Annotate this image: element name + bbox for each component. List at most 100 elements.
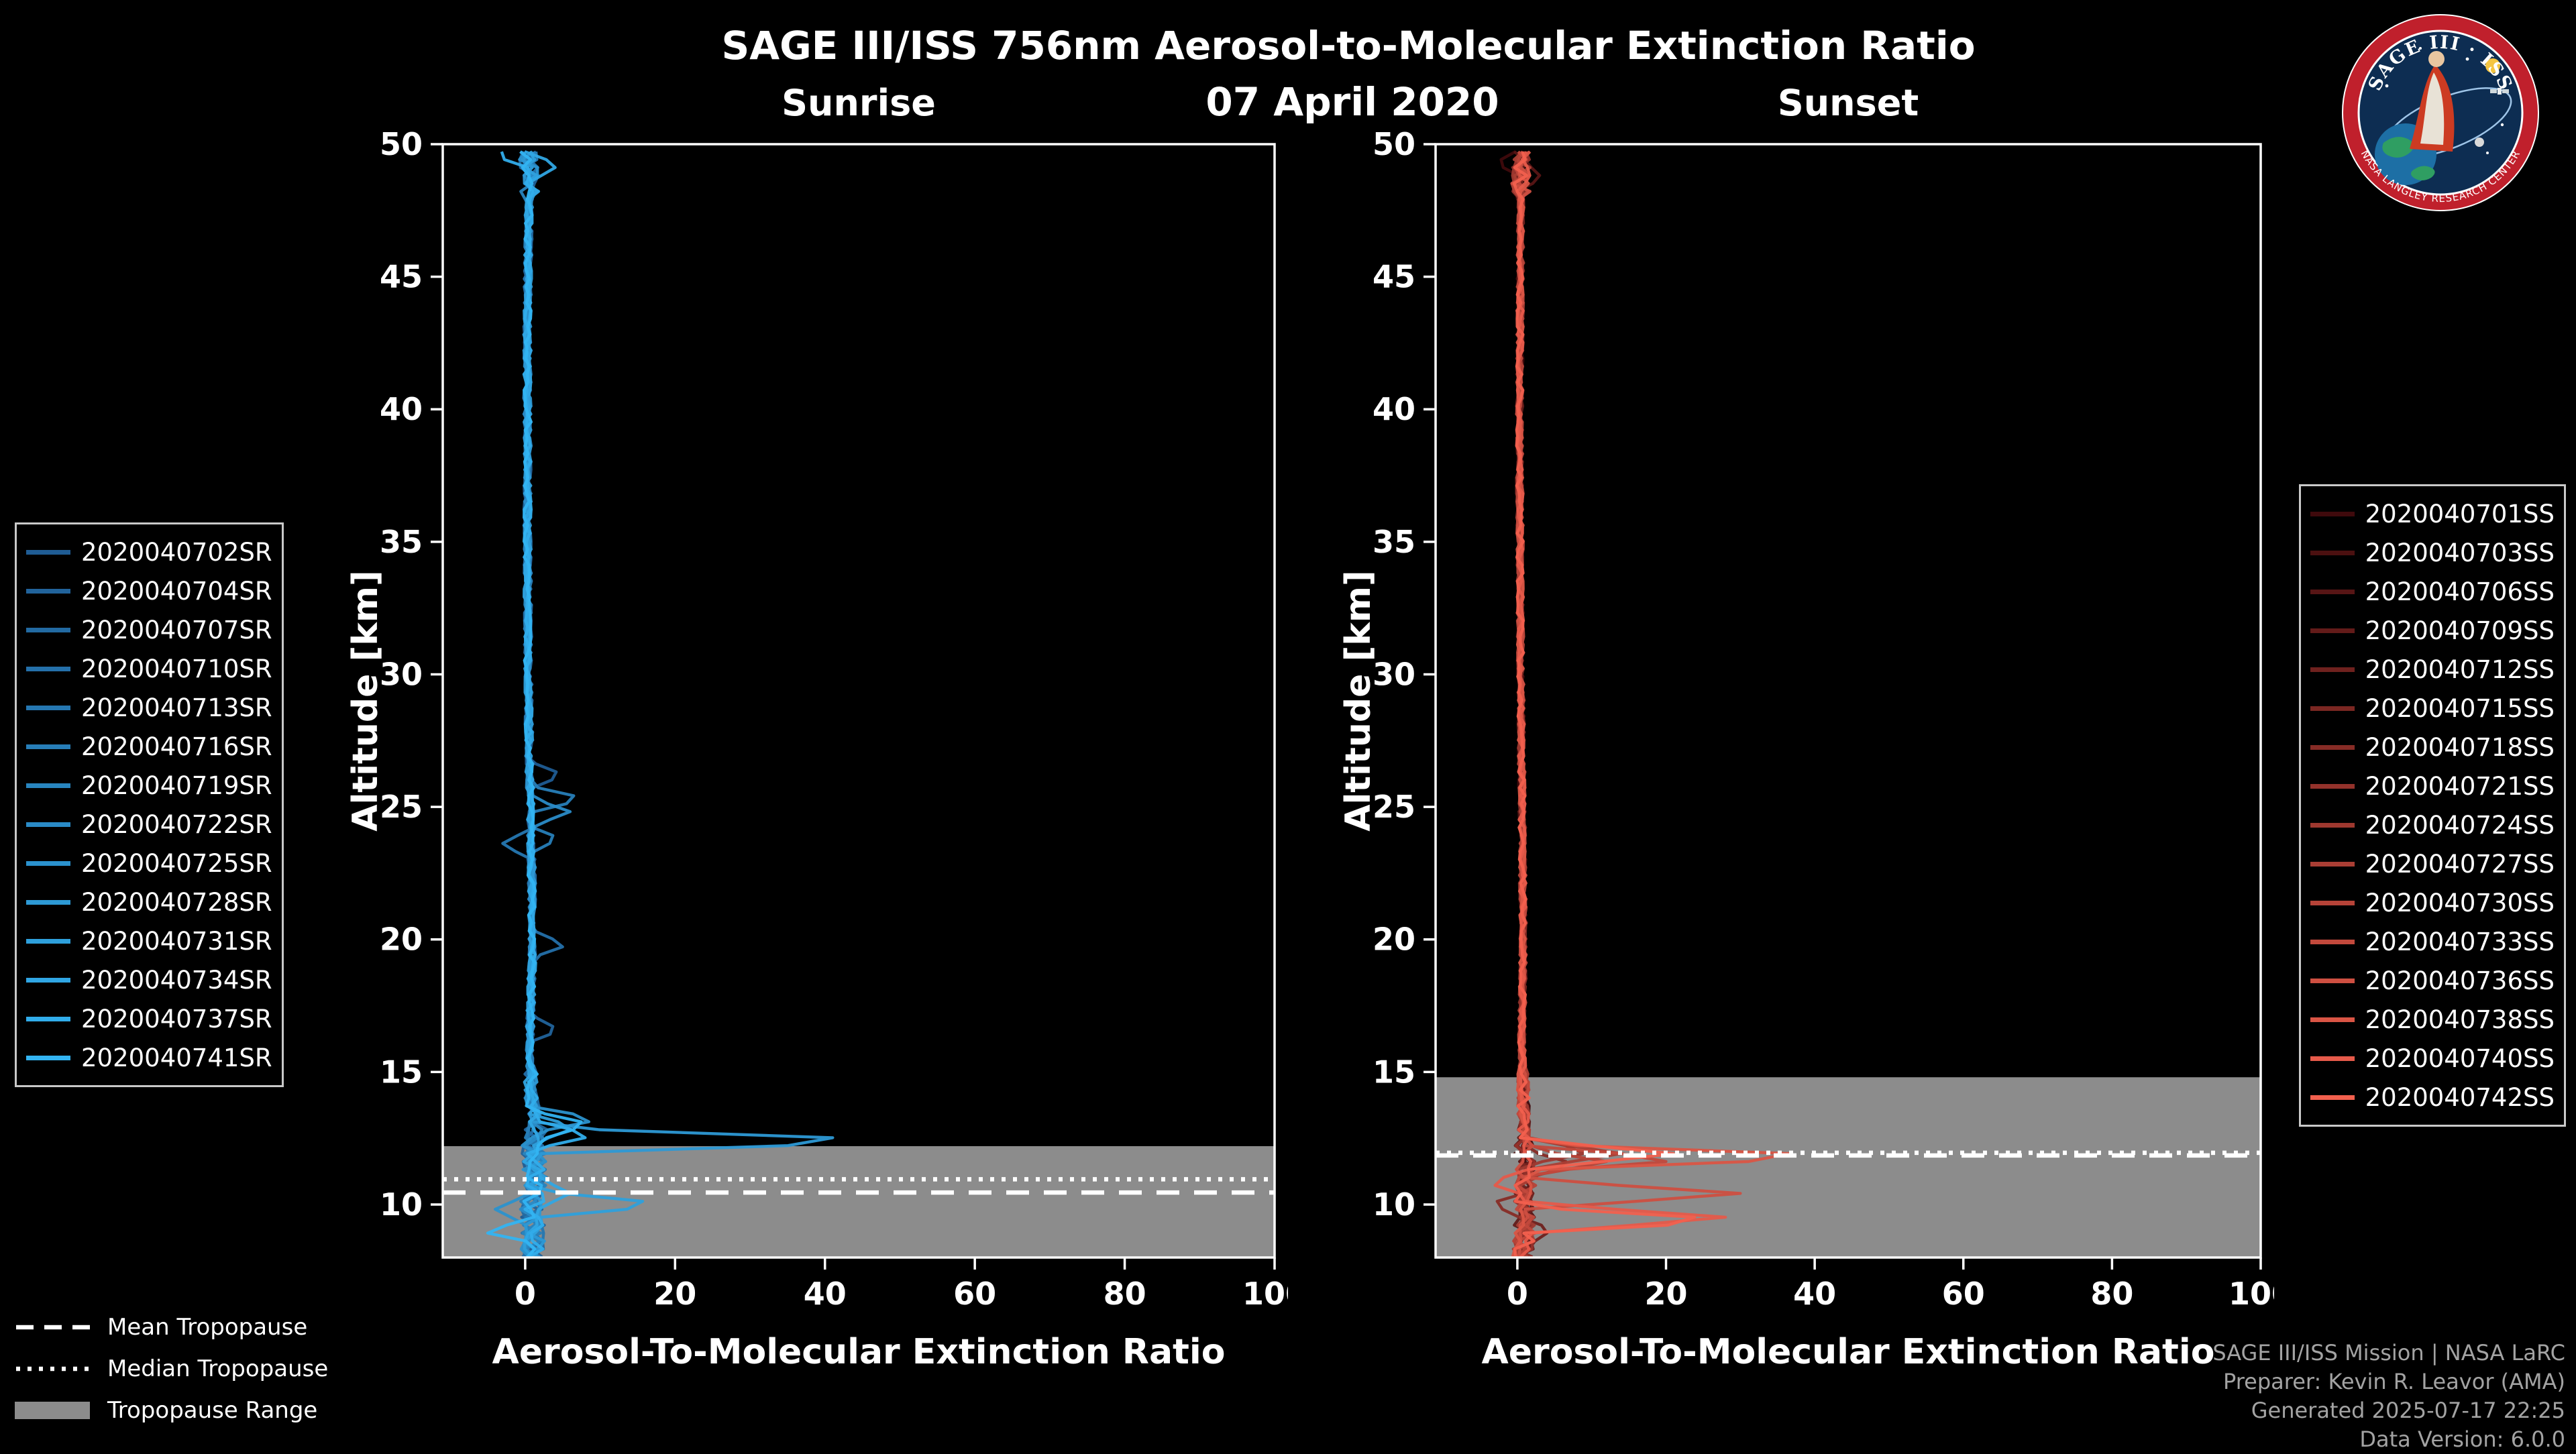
sunset-plot: 0 20 40 60 80 100 10 15 20 25 30 35 40 45 50 (1373, 127, 2274, 1312)
x-tick-label: 40 (804, 1276, 847, 1312)
y-tick-label: 25 (1373, 789, 1415, 825)
x-tick-label: 100 (2229, 1276, 2274, 1312)
series-label: 2020040737SR (81, 1004, 272, 1033)
y-tick-label: 10 (380, 1186, 423, 1223)
legend-item: 2020040737SR (26, 999, 272, 1038)
series-color-swatch (2310, 744, 2355, 750)
x-tick-label: 60 (953, 1276, 996, 1312)
series-color-swatch (2310, 667, 2355, 672)
legend-item: 2020040734SR (26, 960, 272, 999)
legend-item: 2020040724SS (2310, 805, 2555, 844)
series-color-swatch (2310, 550, 2355, 555)
series-label: 2020040731SR (81, 926, 272, 956)
logo-moon-icon (2475, 137, 2484, 147)
series-label: 2020040719SR (81, 771, 272, 800)
x-tick-label: 100 (1242, 1276, 1288, 1312)
series-color-swatch (2310, 628, 2355, 633)
series-label: 2020040706SS (2365, 577, 2555, 606)
sunrise-plot: 0 20 40 60 80 100 10 15 20 25 30 35 40 45 50 (380, 127, 1288, 1312)
series-color-swatch (26, 899, 70, 905)
x-tick-label: 0 (1507, 1276, 1528, 1312)
series-color-swatch (2310, 783, 2355, 789)
series-label: 2020040701SS (2365, 499, 2555, 528)
profile-line (1512, 151, 1697, 1257)
series-color-swatch (26, 1016, 70, 1021)
legend-item: 2020040710SR (26, 649, 272, 688)
y-tick-label: 50 (1373, 127, 1415, 162)
series-label: 2020040734SR (81, 965, 272, 995)
sunset-legend: 2020040701SS 2020040703SS 2020040706SS 2020… (2298, 484, 2566, 1127)
legend-item: 2020040731SR (26, 921, 272, 960)
y-tick-label: 15 (1373, 1054, 1415, 1090)
logo-sun-icon (2485, 58, 2500, 73)
y-tick-label: 20 (380, 921, 423, 958)
y-tick-label: 30 (380, 656, 423, 692)
series-label: 2020040712SS (2365, 655, 2555, 684)
legend-item: 2020040742SS (2310, 1078, 2555, 1117)
series-label: 2020040736SS (2365, 966, 2555, 995)
legend-item: 2020040715SS (2310, 689, 2555, 728)
series-label: 2020040710SR (81, 654, 272, 683)
x-tick-label: 60 (1942, 1276, 1985, 1312)
tropopause-legend-label: Median Tropopause (107, 1355, 329, 1382)
series-color-swatch (26, 783, 70, 788)
series-label: 2020040716SR (81, 732, 272, 761)
legend-item: 2020040733SS (2310, 922, 2555, 961)
y-tick-label: 45 (1373, 259, 1415, 295)
legend-item: 2020040722SR (26, 805, 272, 844)
tropopause-legend-label: Mean Tropopause (107, 1314, 308, 1341)
series-label: 2020040709SS (2365, 616, 2555, 645)
y-tick-label: 20 (1373, 921, 1415, 958)
legend-item: 2020040728SR (26, 883, 272, 921)
series-color-swatch (2310, 1056, 2355, 1061)
credits-block: SAGE III/ISS Mission | NASA LaRC Preparer… (2212, 1339, 2565, 1454)
sunrise-legend: 2020040702SR 2020040704SR 2020040707SR 2020… (15, 522, 284, 1087)
x-tick-label: 0 (515, 1276, 536, 1312)
series-label: 2020040728SR (81, 887, 272, 917)
series-label: 2020040707SR (81, 615, 272, 645)
series-color-swatch (2310, 1017, 2355, 1022)
tropopause-legend-item: Median Tropopause (15, 1348, 328, 1390)
series-color-swatch (26, 588, 70, 594)
legend-item: 2020040738SS (2310, 1000, 2555, 1039)
legend-item: 2020040718SS (2310, 728, 2555, 767)
y-tick-label: 45 (380, 259, 423, 295)
series-color-swatch (26, 744, 70, 749)
legend-item: 2020040709SS (2310, 611, 2555, 650)
credit-line: SAGE III/ISS Mission | NASA LaRC (2212, 1340, 2565, 1365)
y-tick-label: 50 (380, 127, 423, 162)
x-tick-label: 40 (1793, 1276, 1836, 1312)
legend-item: 2020040725SR (26, 844, 272, 883)
series-color-swatch (26, 549, 70, 555)
credit-line: Preparer: Kevin R. Leavor (AMA) (2222, 1369, 2565, 1394)
y-tick-label: 15 (380, 1054, 423, 1090)
series-color-swatch (2310, 511, 2355, 516)
sunrise-x-axis-label: Aerosol-To-Molecular Extinction Ratio (492, 1332, 1226, 1372)
series-color-swatch (2310, 939, 2355, 944)
sage-iss-logo: SAGE III · ISS NASA LANGLEY RESEARCH CEN… (2342, 14, 2539, 211)
plot-frame (441, 143, 1276, 1259)
tropopause-legend-item: Mean Tropopause (15, 1306, 328, 1348)
legend-item: 2020040707SR (26, 610, 272, 649)
series-label: 2020040703SS (2365, 538, 2555, 567)
series-label: 2020040738SS (2365, 1005, 2555, 1034)
series-color-swatch (26, 1055, 70, 1060)
tropopause-legend: Mean Tropopause Median Tropopause Tropopau… (15, 1306, 328, 1431)
series-color-swatch (2310, 589, 2355, 594)
series-label: 2020040718SS (2365, 732, 2555, 762)
profile-line (522, 150, 645, 1257)
series-label: 2020040704SR (81, 576, 272, 606)
dotted-swatch (16, 1366, 91, 1372)
legend-item: 2020040730SS (2310, 883, 2555, 922)
legend-item: 2020040736SS (2310, 961, 2555, 1000)
dashed-swatch (16, 1325, 91, 1330)
x-tick-label: 80 (2090, 1276, 2133, 1312)
series-label: 2020040741SR (81, 1043, 272, 1072)
y-tick-label: 35 (1373, 524, 1415, 560)
sunset-x-axis-label: Aerosol-To-Molecular Extinction Ratio (1481, 1332, 2215, 1372)
band-swatch (15, 1402, 90, 1419)
legend-item: 2020040703SS (2310, 533, 2555, 572)
series-label: 2020040740SS (2365, 1044, 2555, 1073)
series-label: 2020040724SS (2365, 810, 2555, 840)
legend-item: 2020040716SR (26, 727, 272, 766)
